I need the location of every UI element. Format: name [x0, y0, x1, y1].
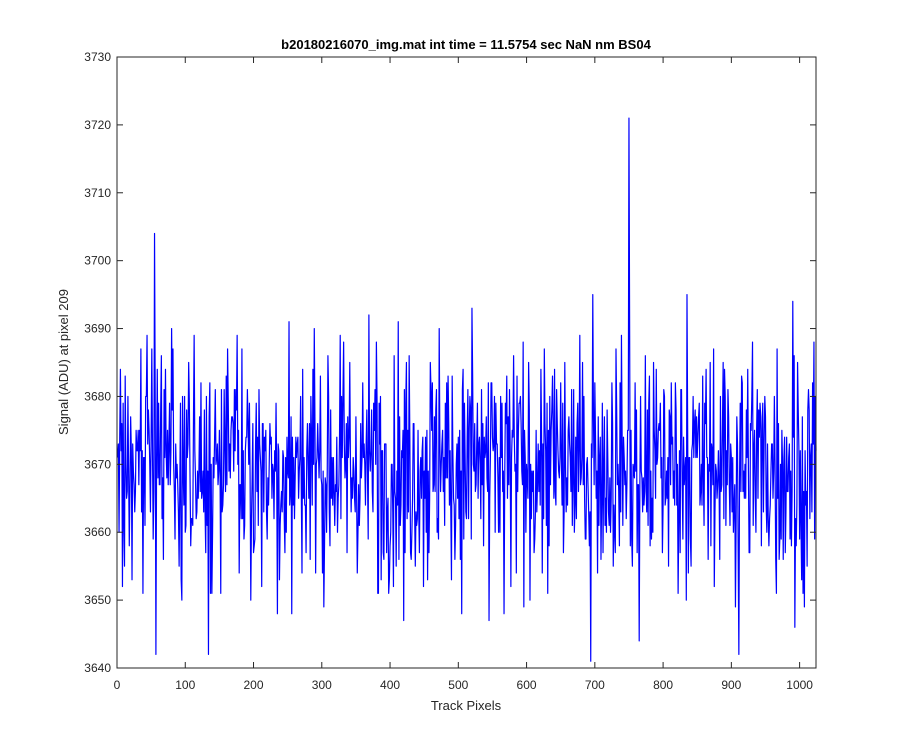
x-tick-label: 800	[653, 678, 673, 692]
x-tick-label: 600	[517, 678, 537, 692]
x-tick-label: 1000	[786, 678, 813, 692]
x-tick-label: 500	[448, 678, 468, 692]
y-axis-label: Signal (ADU) at pixel 209	[56, 289, 71, 435]
y-axis-ticks: 3640 3650 3660 3670 3680 3690 3700 3710 3720 3730	[84, 50, 816, 675]
y-tick-label: 3640	[84, 661, 111, 675]
plot-area	[117, 57, 816, 668]
y-tick-label: 3690	[84, 322, 111, 336]
y-tick-label: 3730	[84, 50, 111, 64]
y-tick-label: 3680	[84, 389, 111, 403]
x-tick-label: 300	[312, 678, 332, 692]
y-tick-label: 3720	[84, 118, 111, 132]
chart-title: b20180216070_img.mat int time = 11.5754 …	[281, 37, 651, 52]
series-layer	[117, 117, 817, 662]
series-line	[117, 117, 817, 662]
y-tick-label: 3650	[84, 593, 111, 607]
y-tick-label: 3660	[84, 525, 111, 539]
x-tick-label: 200	[244, 678, 264, 692]
axes-box	[116, 56, 817, 669]
y-tick-label: 3700	[84, 254, 111, 268]
y-tick-label: 3710	[84, 186, 111, 200]
x-tick-label: 700	[585, 678, 605, 692]
x-axis-label: Track Pixels	[431, 698, 502, 713]
x-axis-ticks: 0 100 200 300 400 500 600 700 800 900 1000	[114, 57, 813, 692]
y-tick-label: 3670	[84, 457, 111, 471]
x-tick-label: 0	[114, 678, 121, 692]
x-tick-label: 900	[721, 678, 741, 692]
x-tick-label: 400	[380, 678, 400, 692]
x-tick-label: 100	[175, 678, 195, 692]
